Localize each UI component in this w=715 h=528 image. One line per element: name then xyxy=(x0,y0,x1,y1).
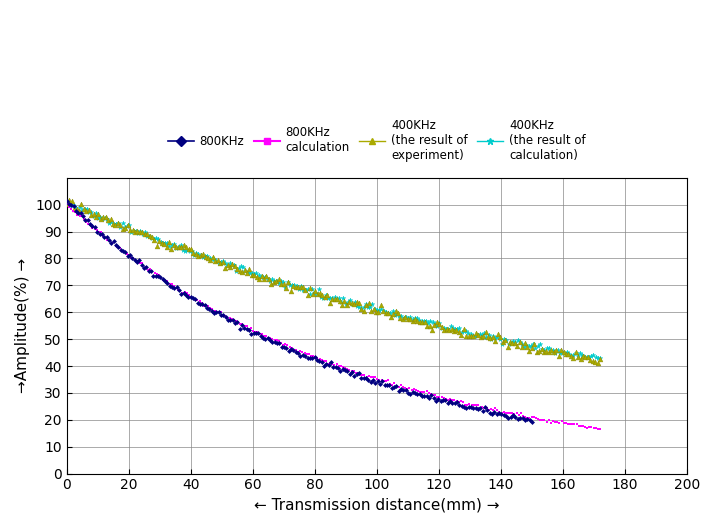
Y-axis label: →Amplitude(%) →: →Amplitude(%) → xyxy=(15,258,30,393)
X-axis label: ← Transmission distance(mm) →: ← Transmission distance(mm) → xyxy=(254,498,500,513)
Legend: 800KHz, 800KHz
calculation, 400KHz
(the result of
experiment), 400KHz
(the resul: 800KHz, 800KHz calculation, 400KHz (the … xyxy=(168,119,586,162)
